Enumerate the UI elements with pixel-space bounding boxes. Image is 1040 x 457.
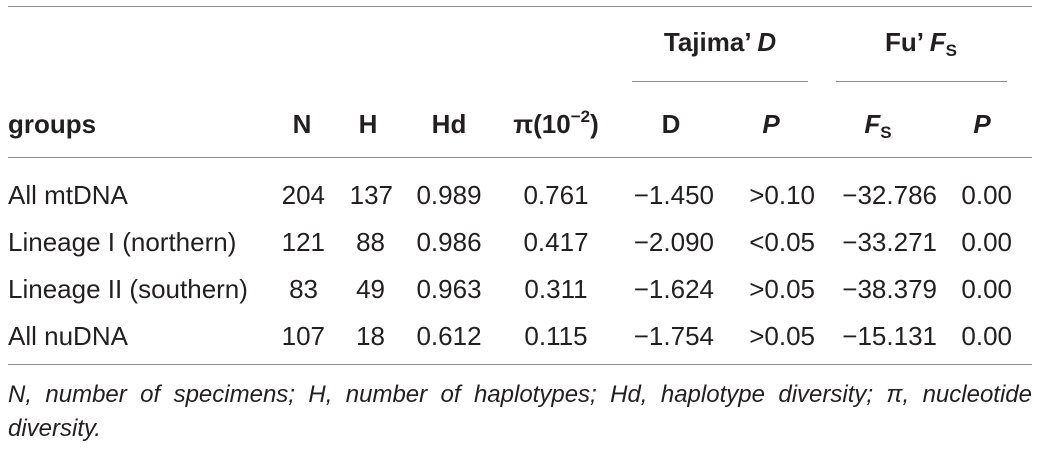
- table-cell-hd: 0.963: [416, 274, 482, 304]
- fu-group-header: Fu’ FS: [884, 27, 958, 60]
- table-cell-p2: 0.00: [961, 274, 1012, 304]
- table-cell-p2: 0.00: [961, 227, 1012, 257]
- table-cell-p1: >0.10: [749, 180, 815, 210]
- pi-base: π(10: [513, 109, 571, 139]
- col-header-fs: FS: [864, 109, 892, 142]
- fu-var: F: [929, 27, 946, 57]
- table-cell-pi: 0.761: [523, 180, 589, 210]
- table-footnote: N, number of specimens; H, number of hap…: [8, 381, 1032, 442]
- table-row-group: Lineage I (northern): [8, 227, 237, 257]
- table-cell-p2: 0.00: [961, 321, 1012, 351]
- table-cell-d: −2.090: [633, 227, 714, 257]
- bottom-rule: [8, 364, 1032, 365]
- table-cell-pi: 0.115: [524, 321, 588, 351]
- table-cell-hd: 0.612: [416, 321, 482, 351]
- top-rule: [8, 6, 1032, 7]
- table-cell-hd: 0.989: [416, 180, 482, 210]
- table-cell-h: 49: [356, 274, 385, 304]
- table-cell-n: 107: [281, 321, 325, 351]
- table-cell-n: 83: [289, 274, 318, 304]
- table-cell-h: 18: [356, 321, 385, 351]
- pi-close: ): [590, 109, 599, 139]
- table-cell-n: 121: [281, 227, 325, 257]
- fu-label: Fu’: [884, 27, 930, 57]
- col-header-d: D: [661, 109, 681, 139]
- table-cell-d: −1.450: [633, 180, 714, 210]
- tajima-group-header: Tajima’ D: [664, 27, 776, 57]
- fu-sub: S: [945, 41, 958, 60]
- table-cell-h: 137: [349, 180, 393, 210]
- col-header-groups: groups: [8, 109, 97, 139]
- table-cell-p1: >0.05: [749, 321, 815, 351]
- col-header-p2: P: [973, 109, 991, 139]
- table-cell-d: −1.624: [633, 274, 714, 304]
- table-cell-p1: <0.05: [749, 227, 815, 257]
- col-header-p1: P: [762, 109, 780, 139]
- table-cell-fs: −33.271: [842, 227, 937, 257]
- col-header-hd: Hd: [431, 109, 467, 139]
- fs-var: F: [864, 109, 881, 139]
- table-cell-fs: −32.786: [842, 180, 937, 210]
- fu-span-rule: [836, 81, 1007, 82]
- table-cell-d: −1.754: [633, 321, 714, 351]
- table-row-group: Lineage II (southern): [8, 274, 248, 304]
- fs-sub: S: [880, 123, 892, 142]
- table-cell-h: 88: [356, 227, 385, 257]
- table-cell-p1: >0.05: [749, 274, 815, 304]
- pi-exp: −2: [570, 107, 591, 126]
- col-header-h: H: [358, 109, 378, 139]
- col-header-pi: π(10−2): [513, 107, 599, 139]
- table-cell-p2: 0.00: [961, 180, 1012, 210]
- table-cell-pi: 0.311: [524, 274, 588, 304]
- header-rule: [8, 157, 1032, 158]
- table-cell-pi: 0.417: [523, 227, 589, 257]
- table-row-group: All nuDNA: [8, 321, 128, 351]
- tajima-label: Tajima’: [663, 27, 758, 57]
- table-cell-n: 204: [281, 180, 325, 210]
- table-cell-hd: 0.986: [416, 227, 482, 257]
- tajima-var: D: [757, 27, 777, 57]
- table-cell-fs: −15.131: [842, 321, 937, 351]
- tajima-span-rule: [632, 81, 808, 82]
- table-row-group: All mtDNA: [8, 180, 128, 210]
- col-header-n: N: [292, 109, 312, 139]
- table-cell-fs: −38.379: [842, 274, 937, 304]
